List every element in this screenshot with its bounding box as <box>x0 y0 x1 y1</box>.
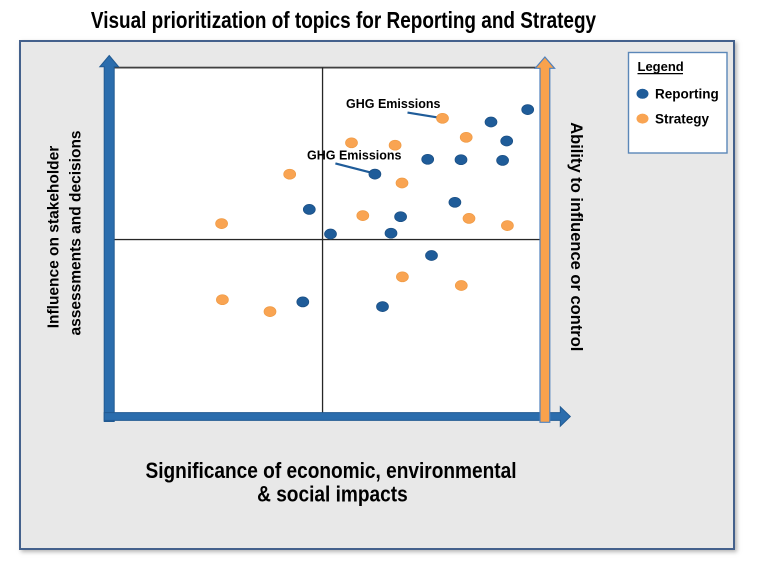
svg-text:Significance of economic, envi: Significance of economic, environmental <box>145 459 516 484</box>
svg-text:& social impacts: & social impacts <box>257 482 408 507</box>
svg-text:GHG Emissions: GHG Emissions <box>346 97 441 111</box>
svg-text:Strategy: Strategy <box>655 111 710 126</box>
svg-text:Influence on stakeholder: Influence on stakeholder <box>46 146 63 329</box>
svg-text:Ability to influence or contro: Ability to influence or control <box>567 122 585 351</box>
svg-text:Reporting: Reporting <box>655 87 719 102</box>
svg-text:GHG Emissions: GHG Emissions <box>307 148 402 162</box>
svg-text:Legend: Legend <box>638 59 684 74</box>
svg-text:Visual prioritization of topic: Visual prioritization of topics for Repo… <box>91 7 596 33</box>
svg-text:assessments and decisions: assessments and decisions <box>68 130 85 335</box>
